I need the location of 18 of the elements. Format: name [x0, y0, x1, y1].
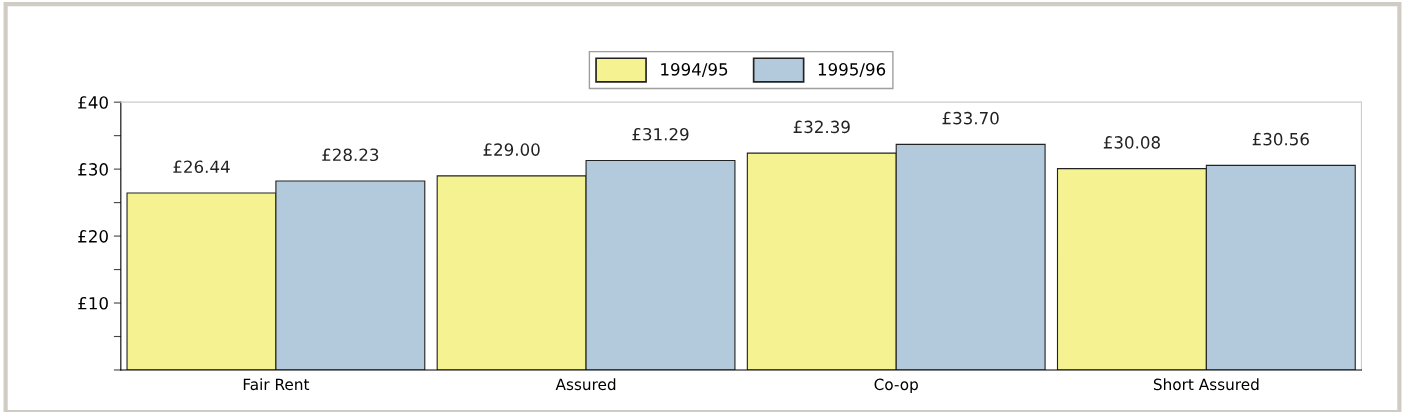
data-label: £31.29 [632, 127, 689, 141]
data-label: £29.00 [483, 143, 540, 156]
data-label: £30.56 [1252, 132, 1309, 146]
legend-label: 1995/96 [818, 63, 886, 77]
y-tick-label: £20 [78, 230, 108, 243]
data-label: £28.23 [322, 148, 379, 162]
data-label: £26.44 [173, 160, 230, 174]
x-tick-label: Fair Rent [243, 378, 310, 391]
data-label: £32.39 [793, 120, 850, 134]
y-tick-label: £10 [78, 296, 108, 310]
x-tick-label: Co-op [874, 378, 918, 394]
data-label: £33.70 [942, 111, 999, 125]
x-tick-label: Assured [555, 378, 616, 391]
legend-label: 1994/95 [661, 63, 728, 77]
y-tick-label: £30 [78, 163, 108, 176]
y-tick-label: £40 [78, 96, 108, 109]
data-label: £30.08 [1103, 136, 1160, 149]
x-tick-label: Short Assured [1153, 378, 1259, 391]
